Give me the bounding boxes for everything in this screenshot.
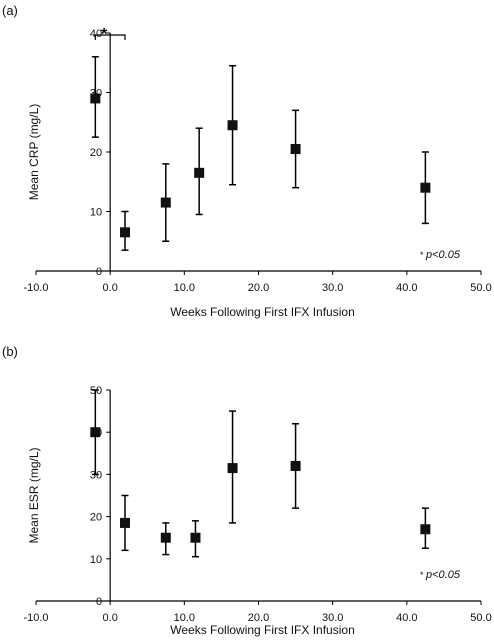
x-tick-label: 50.0 <box>470 282 491 294</box>
y-tick-label: 40 <box>90 28 102 40</box>
y-tick-label: 0 <box>96 266 102 278</box>
y-axis-title: Mean ESR (mg/L) <box>27 447 41 543</box>
x-tick-label: 30.0 <box>322 612 343 624</box>
x-tick-label: 20.0 <box>248 612 269 624</box>
annotation-star: * <box>420 250 424 260</box>
data-point <box>190 532 201 543</box>
x-tick-label: 40.0 <box>396 612 417 624</box>
x-axis-title: Weeks Following First IFX Infusion <box>170 305 355 319</box>
panel-b: (b)-10.00.010.020.030.040.050.0010203040… <box>2 344 492 637</box>
y-tick-label: 0 <box>96 596 102 608</box>
y-tick-label: 10 <box>90 207 102 219</box>
data-point <box>160 532 171 543</box>
data-point <box>90 93 101 104</box>
significance-star: * <box>101 26 108 43</box>
y-tick-label: 30 <box>90 469 102 481</box>
data-point <box>120 517 130 528</box>
annotation-star: * <box>420 570 424 580</box>
x-tick-label: 40.0 <box>396 282 417 294</box>
data-point <box>227 120 238 131</box>
x-axis-title: Weeks Following First IFX Infusion <box>170 623 355 637</box>
data-point <box>120 227 130 238</box>
data-point <box>290 460 301 471</box>
y-tick-label: 10 <box>90 554 102 566</box>
data-point <box>227 463 238 474</box>
y-axis-title: Mean CRP (mg/L) <box>27 104 41 200</box>
panel-label: (b) <box>2 344 18 359</box>
annotation-text: p<0.05 <box>425 249 461 261</box>
y-tick-label: 20 <box>90 512 102 524</box>
data-point <box>420 182 431 193</box>
data-point <box>160 197 171 208</box>
data-point <box>290 144 301 155</box>
data-point <box>194 167 205 178</box>
x-tick-label: -10.0 <box>23 612 48 624</box>
data-point <box>420 524 431 535</box>
annotation-text: p<0.05 <box>425 569 461 581</box>
x-tick-label: 50.0 <box>470 612 491 624</box>
x-tick-label: 20.0 <box>248 282 269 294</box>
data-point <box>90 427 101 438</box>
x-tick-label: 0.0 <box>103 612 118 624</box>
panel-a: (a)-10.00.010.020.030.040.050.0010203040… <box>2 3 492 319</box>
x-tick-label: 10.0 <box>174 282 195 294</box>
x-tick-label: 0.0 <box>103 282 118 294</box>
x-tick-label: 30.0 <box>322 282 343 294</box>
panel-label: (a) <box>2 3 18 18</box>
x-tick-label: 10.0 <box>174 612 195 624</box>
y-tick-label: 20 <box>90 147 102 159</box>
significance-bracket <box>94 34 126 40</box>
x-tick-label: -10.0 <box>23 282 48 294</box>
